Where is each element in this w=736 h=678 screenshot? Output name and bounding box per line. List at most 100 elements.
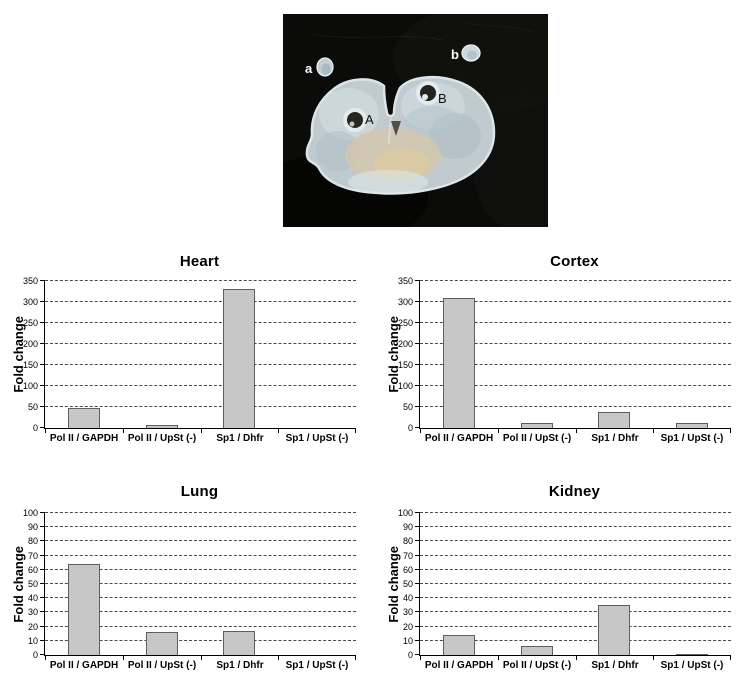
y-tick-label: 70 [27, 551, 38, 561]
y-tick-label: 200 [22, 339, 38, 349]
y-tick-label: 10 [402, 636, 413, 646]
y-axis-tick [415, 280, 420, 281]
photo-label-b: b [451, 47, 459, 62]
plot-area: 0 50 100 150 200 250 300 350 Pol II / GAPDH Pol I… [398, 276, 731, 444]
y-axis-tick [40, 640, 45, 641]
x-axis-tick [498, 429, 499, 433]
x-axis-tick [201, 429, 202, 433]
x-axis-tick [576, 429, 577, 433]
x-category-label: Pol II / GAPDH [49, 660, 119, 671]
bar [521, 646, 553, 655]
y-tick-label: 80 [27, 536, 38, 546]
gridline [420, 526, 731, 527]
y-axis-tick [415, 597, 420, 598]
y-tick-label: 250 [397, 318, 413, 328]
photo-label-A: A [365, 112, 374, 127]
y-tick-label: 40 [27, 593, 38, 603]
y-axis-tick [415, 512, 420, 513]
x-axis-tick [45, 656, 46, 660]
y-tick-label: 0 [407, 423, 413, 433]
chart-cortex: Cortex Fold change 0 50 100 150 200 250 300 350… [377, 248, 736, 470]
x-category-label: Pol II / GAPDH [424, 433, 494, 444]
x-category-label: Sp1 / Dhfr [591, 660, 639, 671]
y-axis-tick [415, 343, 420, 344]
bar [676, 654, 708, 655]
x-axis-tick [420, 656, 421, 660]
y-axis-tick [415, 526, 420, 527]
x-category-label: Pol II / UpSt (-) [502, 660, 572, 671]
y-tick-label: 50 [402, 579, 413, 589]
injection-site-A [347, 112, 363, 128]
gridline [45, 583, 356, 584]
bar [146, 425, 178, 428]
x-axis-tick [355, 429, 356, 433]
y-axis-tick [40, 626, 45, 627]
y-axis-tick [415, 406, 420, 407]
y-tick-label: 150 [22, 360, 38, 370]
y-tick-label: 70 [402, 551, 413, 561]
y-axis-tick [415, 385, 420, 386]
y-axis-tick [40, 364, 45, 365]
gridline [45, 611, 356, 612]
y-axis-tick [40, 611, 45, 612]
gridline [420, 640, 731, 641]
gridline [420, 322, 731, 323]
y-axis-tick [415, 540, 420, 541]
y-tick-label: 0 [32, 423, 38, 433]
gridline [45, 555, 356, 556]
x-axis-tick [278, 429, 279, 433]
y-axis-tick [40, 385, 45, 386]
gridline [420, 569, 731, 570]
gridline [420, 512, 731, 513]
y-tick-label: 30 [27, 607, 38, 617]
y-axis-tick [415, 301, 420, 302]
x-axis-tick [498, 656, 499, 660]
y-axis-tick [415, 555, 420, 556]
bar [598, 605, 630, 655]
x-axis-tick [653, 429, 654, 433]
gridline [45, 640, 356, 641]
y-axis-tick [415, 626, 420, 627]
x-axis-tick [730, 429, 731, 433]
y-axis-tick [415, 364, 420, 365]
gridline [420, 597, 731, 598]
bar [223, 289, 255, 428]
y-axis-tick [40, 654, 45, 655]
gridline [420, 385, 731, 386]
plot-area: 0 50 100 150 200 250 300 350 Pol II / GAPDH Pol I… [23, 276, 356, 444]
gridline [420, 626, 731, 627]
y-tick-label: 50 [27, 402, 38, 412]
x-category-label: Pol II / UpSt (-) [127, 433, 197, 444]
bar [146, 632, 178, 655]
gridline [420, 583, 731, 584]
y-tick-label: 90 [402, 522, 413, 532]
bar [443, 635, 475, 655]
y-axis-tick [40, 583, 45, 584]
y-tick-label: 100 [22, 381, 38, 391]
y-axis-tick [415, 640, 420, 641]
x-category-label: Sp1 / Dhfr [216, 660, 264, 671]
y-axis-tick [40, 280, 45, 281]
chart-lung: Lung Fold change 0 10 20 30 40 50 60 70 80 90 100 P… [2, 470, 370, 678]
x-axis-tick [45, 429, 46, 433]
bar [68, 408, 100, 428]
chart-title: Lung [180, 483, 219, 500]
y-axis-tick [40, 526, 45, 527]
gridline [45, 385, 356, 386]
y-tick-label: 200 [397, 339, 413, 349]
x-category-label: Sp1 / UpSt (-) [285, 433, 349, 444]
gridline [45, 406, 356, 407]
gridline [45, 343, 356, 344]
y-axis-tick [40, 597, 45, 598]
y-tick-label: 0 [407, 650, 413, 660]
plot-area: 0 10 20 30 40 50 60 70 80 90 100 Pol II / GAPDH Pol … [23, 508, 356, 671]
y-axis-tick [40, 427, 45, 428]
x-axis-tick [123, 429, 124, 433]
y-tick-label: 60 [27, 565, 38, 575]
photo-label-a: a [305, 61, 313, 76]
bar [598, 412, 630, 428]
y-tick-label: 350 [22, 276, 38, 286]
y-axis-tick [415, 427, 420, 428]
midline-dark-mark [391, 121, 401, 136]
